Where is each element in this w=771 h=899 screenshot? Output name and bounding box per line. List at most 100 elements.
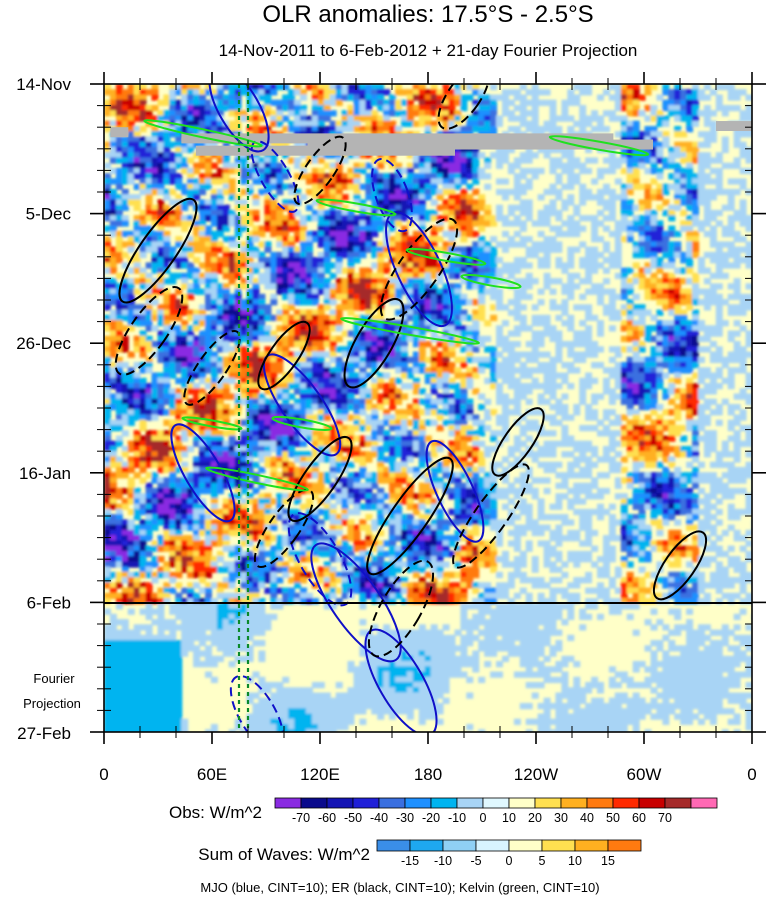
field-cell [157, 257, 165, 264]
field-cell [104, 414, 111, 421]
field-cell [258, 687, 266, 694]
field-cell [365, 173, 373, 180]
field-cell [383, 126, 391, 133]
field-cell [109, 472, 117, 479]
field-cell [187, 571, 195, 579]
field-cell [205, 126, 212, 133]
field-cell [145, 152, 153, 159]
field-cell [294, 451, 302, 458]
field-cell [205, 215, 212, 222]
field-cell [371, 477, 379, 484]
field-cell [347, 304, 355, 311]
field-cell [288, 550, 296, 558]
field-cell [306, 272, 313, 280]
field-cell [222, 404, 230, 411]
field-cell [317, 251, 325, 259]
field-cell [139, 545, 147, 552]
field-cell [145, 514, 153, 521]
field-cell [187, 215, 195, 222]
field-cell [181, 372, 189, 379]
field-cell [145, 246, 153, 253]
field-cell [270, 167, 278, 175]
field-cell [341, 241, 349, 248]
field-cell [181, 624, 189, 631]
field-cell [139, 624, 147, 631]
field-cell [139, 388, 147, 395]
field-cell [175, 89, 183, 96]
field-cell [282, 718, 290, 725]
field-cell [383, 587, 391, 594]
field-cell [199, 624, 206, 631]
field-cell [133, 131, 141, 138]
field-cell [169, 550, 177, 558]
field-cell [335, 236, 343, 243]
field-cell [109, 120, 117, 127]
field-cell [175, 608, 183, 615]
field-cell [193, 309, 201, 316]
field-cell [246, 624, 254, 631]
field-cell [157, 115, 165, 122]
field-cell [216, 299, 224, 306]
field-cell [157, 209, 165, 217]
field-cell [401, 435, 408, 442]
field-cell [127, 325, 135, 332]
field-cell [353, 341, 361, 348]
field-cell [389, 398, 397, 405]
field-cell [175, 598, 183, 605]
field-cell [163, 146, 171, 154]
field-cell [294, 267, 302, 274]
field-cell [145, 409, 153, 416]
field-cell [264, 425, 272, 432]
field-cell [127, 120, 135, 127]
field-cell [347, 246, 355, 253]
field-cell [115, 661, 123, 668]
field-cell [163, 682, 171, 689]
field-cell [389, 388, 397, 395]
field-cell [145, 503, 153, 510]
field-cell [199, 105, 206, 112]
field-cell [347, 383, 355, 390]
field-cell [294, 236, 302, 243]
field-cell [210, 503, 218, 510]
field-cell [222, 167, 230, 175]
field-cell [264, 215, 272, 222]
field-cell [347, 293, 355, 301]
field-cell [389, 220, 397, 227]
field-cell [115, 524, 123, 531]
field-cell [240, 624, 248, 631]
field-cell [121, 619, 129, 626]
field-cell [341, 346, 349, 353]
field-cell [412, 356, 420, 364]
field-cell [377, 682, 385, 689]
field-cell [104, 650, 111, 657]
field-cell [193, 141, 201, 148]
field-cell [401, 687, 408, 694]
field-cell [193, 629, 201, 636]
field-cell [412, 676, 420, 684]
field-cell [127, 666, 135, 673]
field-cell [246, 84, 254, 91]
field-cell [199, 571, 206, 579]
field-cell [199, 320, 206, 327]
field-cell [127, 383, 135, 390]
field-cell [121, 650, 129, 657]
field-cell [163, 293, 171, 301]
field-cell [127, 650, 135, 657]
field-cell [187, 446, 195, 453]
field-cell [181, 650, 189, 657]
field-cell [359, 629, 367, 636]
field-cell [353, 451, 361, 458]
field-cell [311, 524, 319, 531]
field-cell [377, 178, 385, 185]
field-cell [109, 94, 117, 101]
field-cell [365, 110, 373, 117]
field-cell [151, 246, 159, 253]
field-cell [353, 230, 361, 238]
field-cell [347, 372, 355, 379]
field-cell [157, 383, 165, 390]
field-cell [216, 204, 224, 211]
field-cell [163, 278, 171, 285]
field-cell [139, 283, 147, 290]
field-cell [139, 446, 147, 453]
field-cell [329, 425, 337, 432]
